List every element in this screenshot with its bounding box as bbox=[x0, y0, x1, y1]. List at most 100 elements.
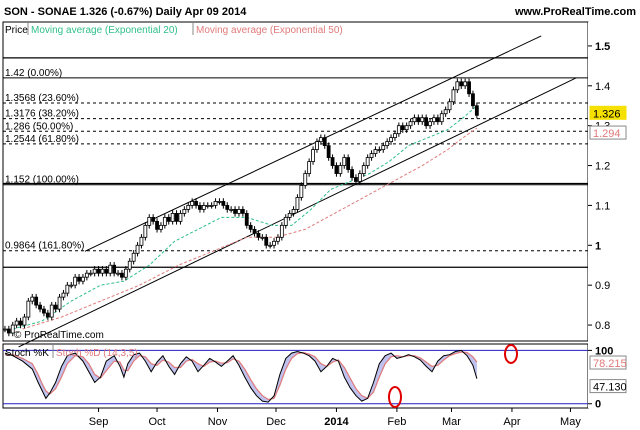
price-candle bbox=[123, 268, 128, 278]
y-tick-label: 1.4 bbox=[595, 81, 610, 93]
price-candle bbox=[65, 284, 70, 294]
stoch-k-line bbox=[4, 349, 478, 403]
x-tick-label: Mar bbox=[442, 416, 461, 428]
price-candle bbox=[6, 328, 11, 334]
price-candle bbox=[369, 153, 374, 158]
price-candle bbox=[34, 296, 39, 306]
ema50-tag-text: 1.294 bbox=[593, 128, 621, 140]
last-price-tag-text: 1.326 bbox=[593, 108, 621, 120]
price-candle bbox=[455, 81, 460, 91]
x-tick-label: Feb bbox=[387, 416, 406, 428]
price-candle bbox=[14, 320, 19, 326]
price-candle bbox=[116, 272, 120, 275]
price-candle bbox=[26, 300, 31, 318]
stoch-d-tag-text: 78.215 bbox=[593, 358, 627, 370]
annotation-circle-low bbox=[388, 386, 402, 408]
ema50-tag-box bbox=[589, 125, 627, 140]
price-candle bbox=[104, 268, 109, 274]
channel-line-upper bbox=[84, 35, 542, 252]
legend-ema20: Moving average (Exponential 20) bbox=[31, 25, 178, 36]
price-candle bbox=[424, 117, 429, 127]
price-candle bbox=[463, 81, 468, 87]
price-candle bbox=[256, 232, 261, 238]
price-candle bbox=[57, 296, 62, 310]
price-candle bbox=[186, 205, 191, 210]
price-candle bbox=[350, 169, 354, 178]
price-candle bbox=[377, 149, 382, 152]
price-candle bbox=[373, 149, 378, 154]
price-candle bbox=[84, 272, 89, 278]
price-candle bbox=[30, 296, 35, 302]
price-candle bbox=[233, 209, 237, 214]
price-candle bbox=[447, 101, 452, 111]
price-candle bbox=[198, 205, 202, 210]
price-candle bbox=[420, 117, 425, 123]
price-candle bbox=[361, 165, 366, 174]
price-candle bbox=[182, 209, 187, 214]
price-candle bbox=[260, 236, 265, 239]
price-candle bbox=[408, 121, 413, 127]
price-candle bbox=[73, 276, 78, 286]
price-panel bbox=[2, 21, 589, 342]
price-candle bbox=[315, 141, 319, 150]
price-candle bbox=[100, 268, 105, 274]
price-candle bbox=[127, 260, 132, 270]
stochastic-lines bbox=[3, 349, 588, 405]
price-candle bbox=[389, 137, 393, 143]
price-candle bbox=[303, 173, 308, 186]
stoch-k-tag-box bbox=[589, 379, 627, 394]
price-candle bbox=[326, 145, 331, 158]
x-tick-label: Dec bbox=[266, 416, 286, 428]
price-candle bbox=[131, 252, 136, 262]
price-candle bbox=[69, 284, 74, 287]
fib-label: 1.2544 (61.80%) bbox=[5, 134, 79, 145]
price-candle bbox=[291, 209, 296, 214]
price-candle bbox=[435, 117, 440, 123]
y-tick-label: 0.9 bbox=[595, 280, 610, 292]
price-candle bbox=[143, 224, 148, 238]
price-candle bbox=[38, 304, 42, 310]
price-candle bbox=[53, 304, 58, 310]
x-tick-label: May bbox=[560, 416, 581, 428]
price-candle bbox=[338, 165, 343, 174]
price-candle bbox=[428, 121, 432, 127]
y-tick-label: 1 bbox=[595, 240, 601, 252]
price-candle bbox=[45, 312, 50, 318]
x-tick-label: Oct bbox=[148, 416, 165, 428]
horizontal-lines bbox=[3, 57, 588, 268]
price-candle bbox=[159, 224, 163, 230]
fib-label: 0.9864 (161.80%) bbox=[5, 241, 85, 252]
price-candle bbox=[276, 236, 280, 242]
fib-label: 1.3176 (38.20%) bbox=[5, 109, 79, 120]
price-candle bbox=[365, 157, 370, 166]
price-candle bbox=[10, 324, 15, 334]
price-candle bbox=[354, 177, 358, 182]
price-candle bbox=[42, 308, 46, 314]
x-tick-label: 2014 bbox=[324, 416, 349, 428]
price-candle bbox=[205, 205, 210, 207]
price-candle bbox=[155, 220, 159, 230]
price-candle bbox=[311, 149, 315, 162]
price-candle bbox=[170, 212, 175, 222]
price-candle bbox=[268, 244, 273, 247]
price-candle bbox=[229, 209, 234, 211]
price-candle bbox=[439, 113, 444, 123]
price-candle bbox=[459, 81, 464, 87]
price-candle bbox=[322, 137, 327, 147]
price-candle bbox=[357, 173, 362, 182]
price-candle bbox=[400, 125, 405, 131]
legend-price: Price bbox=[5, 25, 28, 36]
price-candle bbox=[166, 216, 171, 222]
price-candle bbox=[162, 216, 167, 226]
price-candle bbox=[88, 272, 93, 275]
fibonacci-levels: 1.42 (0.00%) 1.3568 (23.60%) 1.3176 (38.20… bbox=[3, 68, 588, 252]
price-candle bbox=[416, 117, 421, 123]
price-candle bbox=[283, 216, 288, 226]
price-candle bbox=[279, 224, 284, 238]
price-candle bbox=[346, 157, 351, 170]
price-candle bbox=[120, 272, 124, 278]
stoch-d-line bbox=[5, 351, 478, 401]
price-candle bbox=[295, 197, 300, 210]
